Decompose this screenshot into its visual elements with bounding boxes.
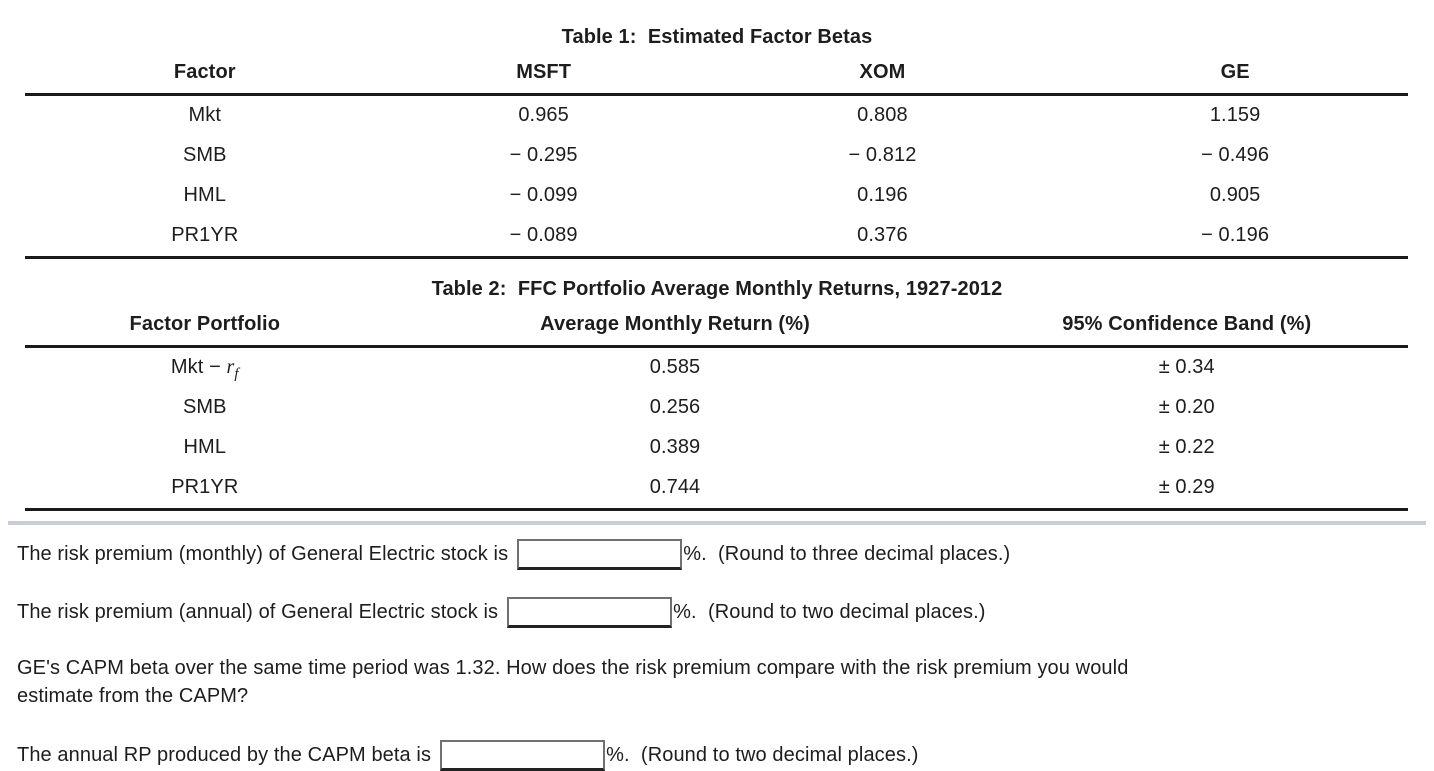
table-row: HML − 0.099 0.196 0.905	[25, 176, 1408, 216]
table-row: PR1YR 0.744 ± 0.29	[25, 468, 1408, 510]
table2-header-conf-band: 95% Confidence Band (%)	[965, 311, 1408, 348]
question-suffix: %. (Round to two decimal places.)	[673, 601, 986, 623]
table2-cell-portfolio: SMB	[25, 388, 385, 428]
table2-cell-conf-band: ± 0.29	[1158, 476, 1215, 498]
table2-header-portfolio: Factor Portfolio	[25, 311, 385, 348]
portfolio-label: PR1YR	[171, 476, 239, 498]
portfolio-subscript: f	[234, 366, 239, 382]
portfolio-label: Mkt −	[170, 356, 227, 378]
table2-header-avg-return: Average Monthly Return (%)	[384, 311, 966, 348]
annual-risk-premium-input[interactable]	[507, 597, 673, 628]
table-row: HML 0.389 ± 0.22	[25, 428, 1408, 468]
table-row: PR1YR − 0.089 0.376 − 0.196	[25, 216, 1408, 258]
table2-cell-avg-return: 0.585	[649, 356, 701, 378]
table-row: Mkt − rf 0.585 ± 0.34	[25, 347, 1408, 389]
table1-cell-factor: Mkt	[188, 104, 222, 126]
table1-cell-xom: 0.196	[857, 184, 908, 206]
table1-cell-xom: 0.808	[857, 104, 908, 126]
question-suffix: %. (Round to three decimal places.)	[683, 543, 1011, 565]
table2-cell-conf-band: ± 0.20	[1158, 396, 1215, 418]
table-row: Mkt 0.965 0.808 1.159	[25, 95, 1408, 137]
table1-cell-msft: − 0.295	[509, 144, 578, 166]
table1-cell-factor: HML	[183, 184, 227, 206]
table2-header-row: Factor Portfolio Average Monthly Return …	[25, 311, 1408, 348]
question-capm-annual-rp: The annual RP produced by the CAPM beta …	[17, 740, 1434, 771]
table1-cell-ge: 0.905	[1209, 184, 1261, 206]
table2-cell-portfolio: HML	[25, 428, 385, 468]
question-suffix: %. (Round to two decimal places.)	[606, 744, 919, 766]
portfolio-variable: r	[226, 356, 235, 378]
table1-header-row: Factor MSFT XOM GE	[25, 59, 1408, 96]
question-monthly-risk-premium: The risk premium (monthly) of General El…	[17, 539, 1434, 570]
table2-cell-portfolio: Mkt − rf	[25, 347, 385, 389]
section-divider	[8, 521, 1426, 525]
table1-cell-msft: − 0.089	[509, 224, 578, 246]
capm-annual-rp-input[interactable]	[440, 740, 606, 771]
table-row: SMB 0.256 ± 0.20	[25, 388, 1408, 428]
table1-header-ge: GE	[1062, 59, 1408, 96]
table2-cell-avg-return: 0.389	[649, 436, 701, 458]
table1-title: Table 1: Estimated Factor Betas	[561, 26, 873, 48]
table1-cell-msft: − 0.099	[509, 184, 578, 206]
table1-header-factor: Factor	[25, 59, 385, 96]
table1-cell-ge: 1.159	[1209, 104, 1261, 126]
monthly-risk-premium-input[interactable]	[517, 539, 683, 570]
portfolio-label: SMB	[182, 396, 227, 418]
question-text: The annual RP produced by the CAPM beta …	[17, 744, 432, 766]
table2-cell-avg-return: 0.744	[649, 476, 701, 498]
table1-cell-ge: − 0.496	[1201, 144, 1270, 166]
table1-estimated-factor-betas: Factor MSFT XOM GE Mkt 0.965 0.808 1.159…	[25, 59, 1408, 259]
table1-cell-xom: 0.376	[857, 224, 908, 246]
table1-cell-factor: PR1YR	[171, 224, 239, 246]
table-row: SMB − 0.295 − 0.812 − 0.496	[25, 136, 1408, 176]
table1-cell-xom: − 0.812	[848, 144, 917, 166]
table2-cell-conf-band: ± 0.34	[1158, 356, 1215, 378]
table1-cell-msft: 0.965	[518, 104, 569, 126]
question-text: The risk premium (monthly) of General El…	[17, 543, 509, 565]
portfolio-label: HML	[183, 436, 227, 458]
question-annual-risk-premium: The risk premium (annual) of General Ele…	[17, 597, 1434, 628]
table1-header-msft: MSFT	[384, 59, 703, 96]
table1-header-xom: XOM	[702, 59, 1063, 96]
capm-comparison-note: GE's CAPM beta over the same time period…	[17, 657, 1135, 707]
question-text: The risk premium (annual) of General Ele…	[17, 601, 499, 623]
table2-cell-conf-band: ± 0.22	[1158, 436, 1215, 458]
table2-cell-avg-return: 0.256	[649, 396, 701, 418]
table2-title: Table 2: FFC Portfolio Average Monthly R…	[431, 278, 1003, 300]
table2-ffc-portfolio-returns: Factor Portfolio Average Monthly Return …	[25, 311, 1408, 511]
table1-cell-factor: SMB	[182, 144, 227, 166]
table2-cell-portfolio: PR1YR	[25, 468, 385, 510]
table1-cell-ge: − 0.196	[1201, 224, 1270, 246]
